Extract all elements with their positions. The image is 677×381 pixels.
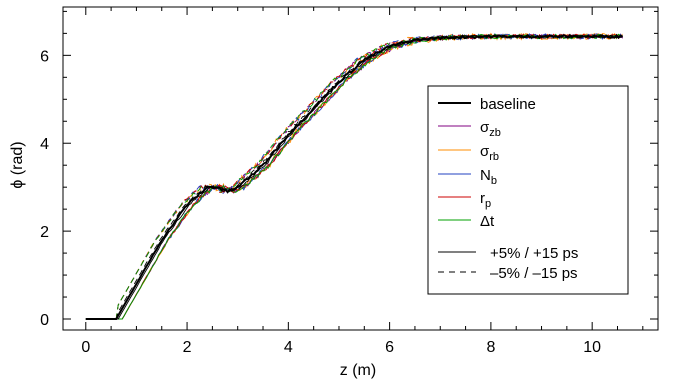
legend: baseline σzb σrb Nb rp Δt +5% / +15 ps –5% / –1…: [427, 85, 629, 295]
x-tick-label: 8: [486, 339, 495, 356]
legend-style-label-solid: +5% / +15 ps: [490, 245, 578, 262]
y-axis-label: ϕ (rad): [9, 141, 26, 188]
legend-label-σzb: σzb: [480, 119, 501, 139]
x-tick-label: 6: [385, 339, 394, 356]
legend-style-label-dashed: –5% / –15 ps: [490, 265, 578, 282]
y-tick-label: 2: [40, 224, 49, 241]
plot-border: [62, 6, 659, 331]
y-tick-label: 6: [40, 48, 49, 65]
y-tick-label: 4: [40, 136, 49, 153]
legend-box: [427, 85, 629, 295]
x-tick-label: 2: [183, 339, 192, 356]
plot-frame: [62, 6, 659, 331]
legend-label-rp: rp: [480, 190, 491, 210]
x-axis-label: z (m): [340, 362, 376, 379]
axis-ticks: 0 2 4 6 8 10 0 2 4 6: [40, 7, 658, 356]
data-curves: [85, 32, 623, 320]
y-tick-label: 0: [40, 312, 49, 329]
series-line-baseline: [85, 34, 623, 320]
x-tick-label: 0: [81, 339, 90, 356]
x-tick-label: 10: [583, 339, 601, 356]
legend-label-baseline: baseline: [480, 96, 536, 113]
series-line-baseline: [85, 33, 623, 320]
series-line-rp: [85, 33, 623, 320]
legend-label-Δt: Δt: [480, 213, 495, 230]
legend-label-Nb: Nb: [480, 167, 497, 187]
legend-label-σrb: σrb: [480, 143, 499, 163]
x-tick-label: 4: [284, 339, 293, 356]
